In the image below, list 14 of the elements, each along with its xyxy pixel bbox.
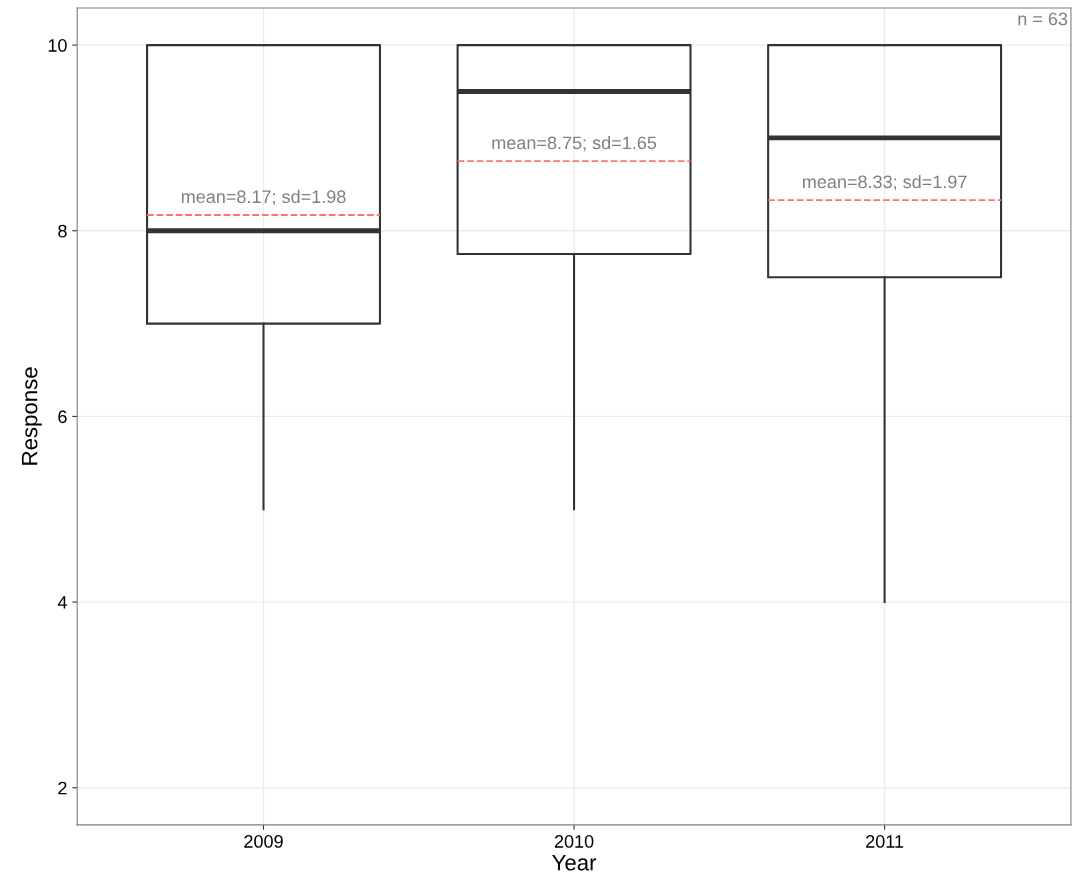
x-tick-label: 2010 bbox=[554, 835, 594, 848]
y-tick-label: 8 bbox=[58, 224, 67, 238]
x-tick-label: 2009 bbox=[244, 835, 283, 848]
x-tick-label: 2011 bbox=[866, 835, 904, 848]
x-axis-title: Year bbox=[552, 855, 597, 871]
y-tick-label: 10 bbox=[48, 39, 67, 52]
y-tick-label: 2 bbox=[58, 781, 67, 795]
annotation: n = 63 bbox=[1018, 12, 1068, 26]
annotation: mean=8.75; sd=1.65 bbox=[492, 135, 657, 152]
annotation: mean=8.17; sd=1.98 bbox=[181, 189, 346, 206]
y-axis-title: Response bbox=[21, 367, 42, 465]
y-tick-label: 4 bbox=[57, 596, 67, 609]
annotation: mean=8.33; sd=1.97 bbox=[802, 174, 967, 191]
y-tick-label: 6 bbox=[58, 410, 67, 424]
